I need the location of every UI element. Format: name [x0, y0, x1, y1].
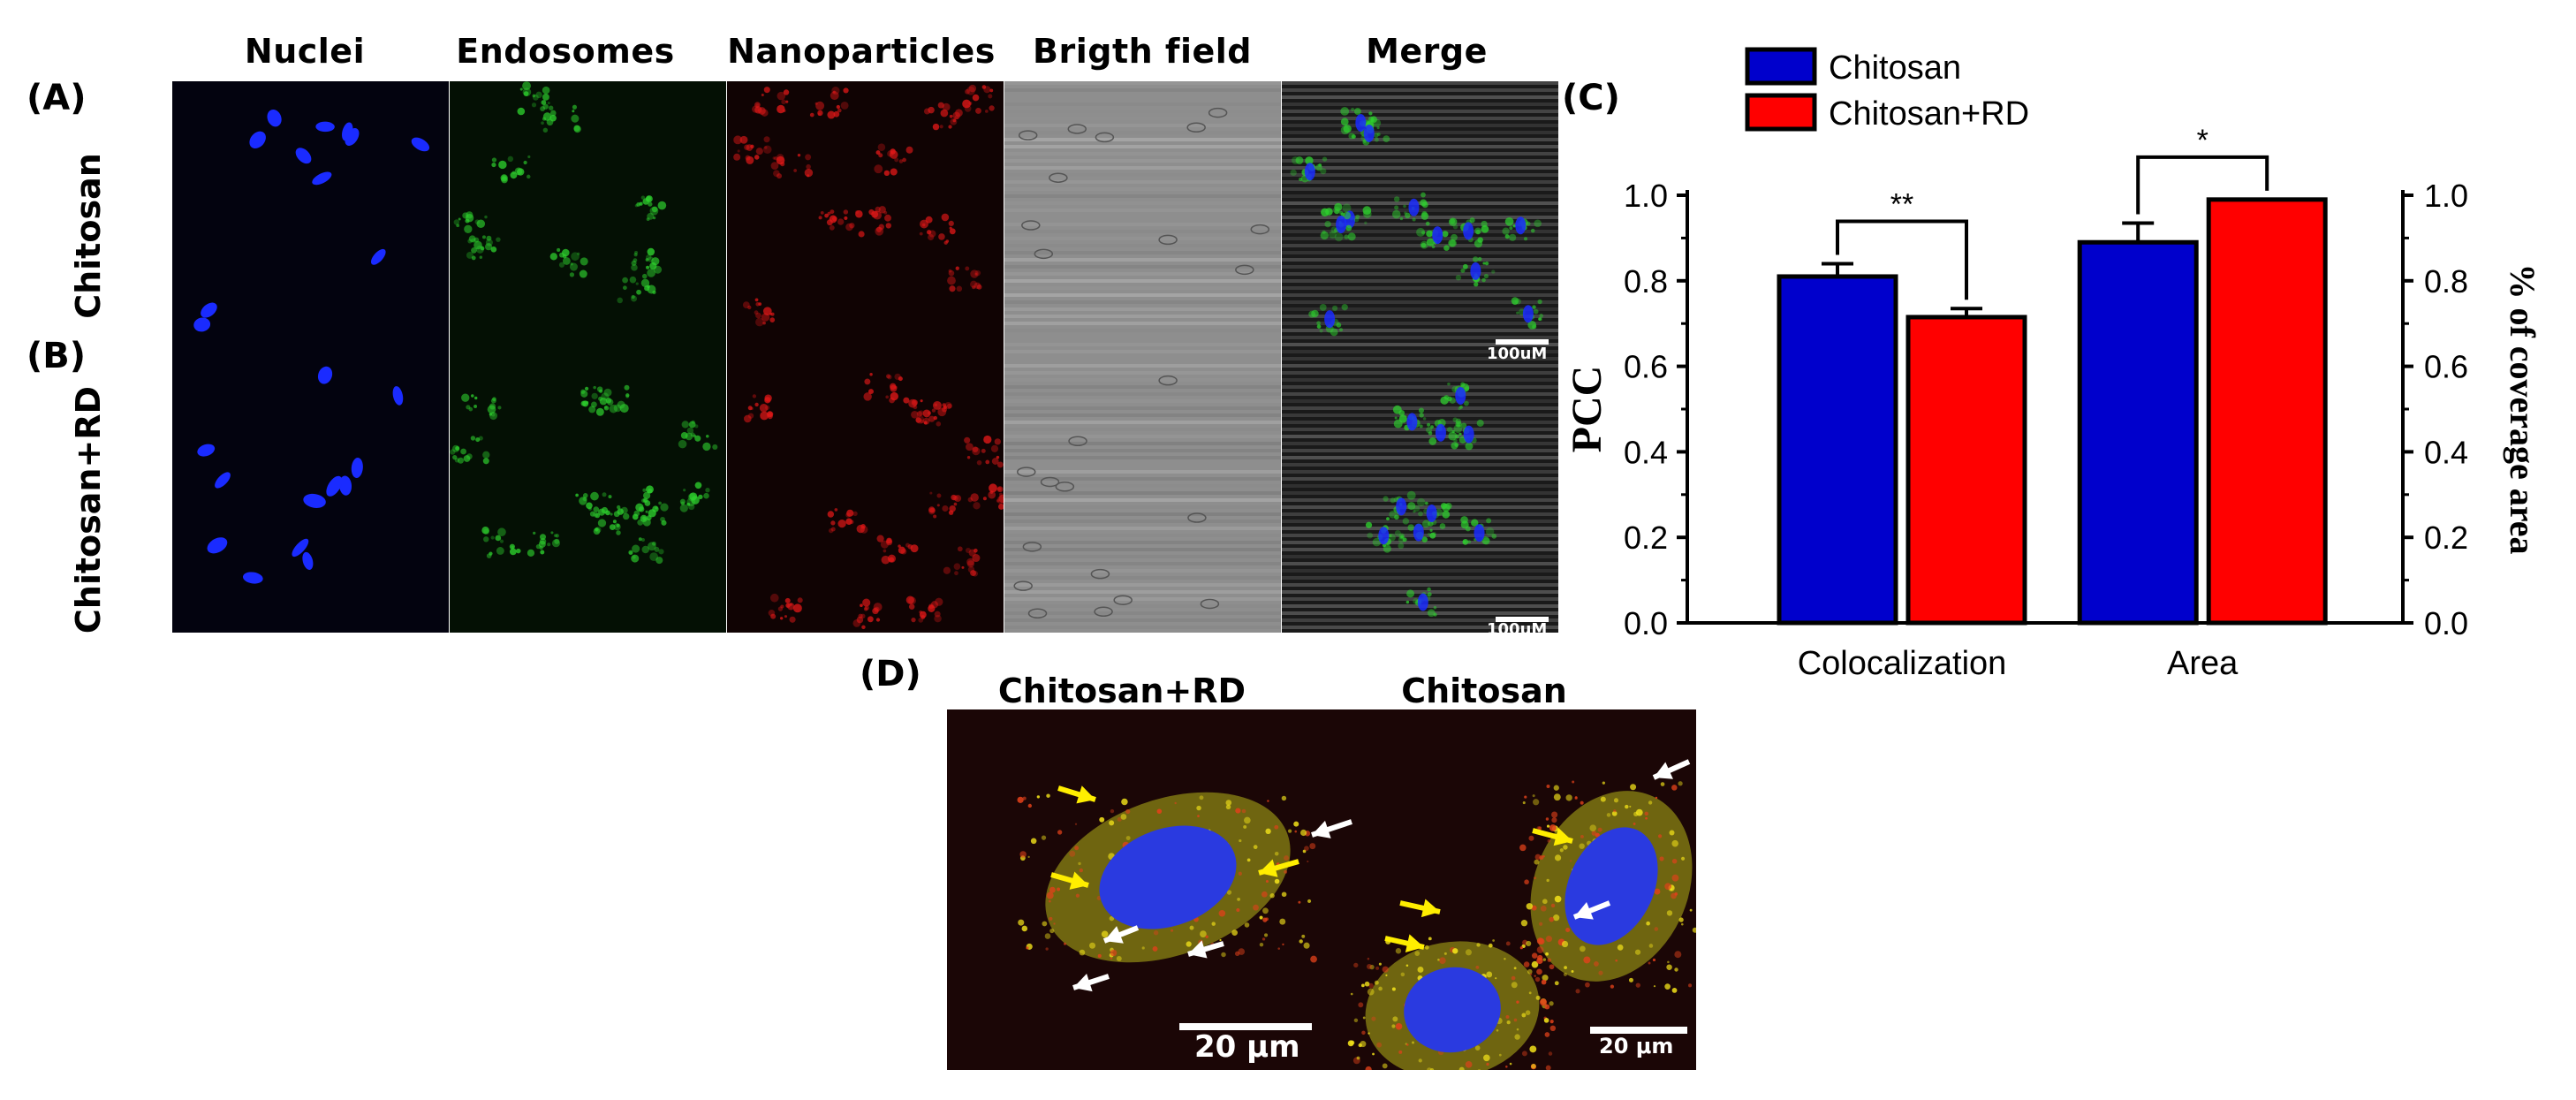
column-header-nanoparticles: Nanoparticles	[727, 32, 996, 71]
scale-bar-label-b: 100uM	[1487, 620, 1548, 639]
x-tick-label: Area	[2167, 645, 2239, 682]
legend-label-chitosan: Chitosan	[1829, 49, 1961, 87]
bar-colocalization-chitosan	[1777, 274, 1898, 626]
bar-area-chitosan	[2077, 239, 2199, 626]
micrograph-d-chitosan-rd	[947, 709, 1320, 1070]
panel-letter-b: (B)	[27, 336, 87, 376]
y-tick-label-left: 0.6	[1624, 349, 1668, 385]
panel-d-title-chitosan-rd: Chitosan+RD	[997, 671, 1246, 710]
micrograph-chitosan-merge	[1282, 81, 1558, 357]
bar-chart: 0.0 0.0 0.2 0.2 0.4 0.4 0.6 0.6 0.8 0.8 1.0 1.0 PCC%…	[1564, 47, 2542, 682]
y-tick-label-left: 0.0	[1624, 605, 1668, 641]
panel-letter-c: (C)	[1562, 78, 1620, 118]
y-axis-title-left: PCC	[1564, 366, 1610, 453]
micrograph-chitosan-rd-bright	[1004, 357, 1281, 633]
micrograph-chitosan-rd-merge	[1282, 357, 1558, 633]
panel-d-scale-label-left: 20 μm	[1194, 1029, 1300, 1065]
scale-bar-label-a: 100uM	[1487, 345, 1548, 363]
panel-d-scale-label-right: 20 μm	[1599, 1034, 1674, 1058]
legend-swatch-chitosan	[1745, 47, 1817, 86]
y-tick-label-right: 0.2	[2424, 520, 2468, 556]
micrograph-chitosan-endosomes	[450, 81, 726, 357]
y-tick-label-right: 0.4	[2424, 434, 2468, 470]
column-header-bright-field: Brigth field	[1033, 32, 1252, 71]
column-header-nuclei: Nuclei	[244, 32, 366, 71]
column-header-merge: Merge	[1366, 32, 1488, 71]
significance-bracket	[1836, 219, 1968, 300]
micrograph-chitosan-rd-endosomes	[450, 357, 726, 633]
y-tick-label-right: 0.0	[2424, 605, 2468, 641]
micrograph-chitosan-rd-nuclei	[172, 357, 449, 633]
significance-bracket	[2136, 155, 2269, 215]
y-tick-label-left: 0.2	[1624, 520, 1668, 556]
y-axis-title-right: % of coverage area	[2503, 263, 2542, 554]
legend-label-chitosan-rd: Chitosan+RD	[1829, 95, 2029, 133]
row-label-chitosan: Chitosan	[69, 153, 108, 319]
micrograph-chitosan-nanoparticles	[727, 81, 1004, 357]
scale-bar-b	[1496, 617, 1549, 622]
row-label-chitosan-rd: Chitosan+RD	[69, 385, 108, 634]
bar-colocalization-chitosan-rd	[1905, 315, 2027, 626]
y-tick-label-right: 0.6	[2424, 349, 2468, 385]
significance-label: *	[2197, 124, 2209, 157]
panel-d-scale-bar-left	[1179, 1023, 1312, 1030]
legend-swatch-chitosan-rd	[1745, 93, 1817, 132]
column-header-endosomes: Endosomes	[456, 32, 675, 71]
panel-letter-d: (D)	[860, 654, 921, 694]
y-tick-label-left: 0.8	[1624, 263, 1668, 300]
panel-d-title-chitosan: Chitosan	[1401, 671, 1567, 710]
micrograph-d-chitosan	[1320, 709, 1696, 1070]
panel-letter-a: (A)	[27, 78, 87, 118]
y-tick-label-left: 1.0	[1624, 178, 1668, 214]
y-tick-label-right: 0.8	[2424, 263, 2468, 300]
y-tick-label-left: 0.4	[1624, 434, 1668, 470]
micrograph-chitosan-bright	[1004, 81, 1281, 357]
bar-area-chitosan-rd	[2206, 197, 2328, 626]
micrograph-chitosan-nuclei	[172, 81, 449, 357]
y-tick-label-right: 1.0	[2424, 178, 2468, 214]
significance-label: **	[1890, 187, 1913, 221]
scale-bar-a	[1496, 339, 1549, 345]
micrograph-chitosan-rd-nanoparticles	[727, 357, 1004, 633]
panel-d-scale-bar-right	[1590, 1027, 1687, 1034]
x-tick-label: Colocalization	[1798, 645, 2007, 682]
